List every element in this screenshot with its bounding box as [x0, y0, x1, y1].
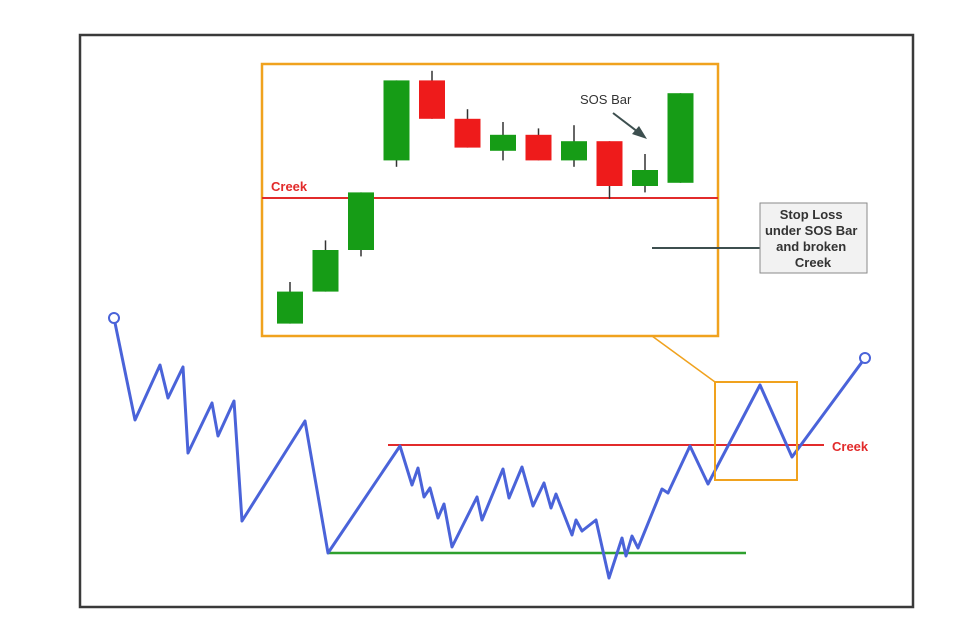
bullish-candle: [383, 80, 410, 161]
sos-arrow-head: [632, 126, 647, 139]
zoom-region-box: [714, 381, 798, 481]
bullish-candle: [561, 141, 587, 161]
end-point-marker: [859, 352, 871, 364]
stop-loss-line-1: Stop Loss: [780, 207, 843, 222]
bullish-candle: [632, 170, 658, 186]
bearish-candle: [454, 118, 481, 148]
price-path: [112, 317, 867, 580]
bullish-candle: [312, 250, 339, 292]
bearish-candle: [596, 141, 623, 186]
inset-box: [260, 62, 720, 338]
bullish-candle: [348, 192, 374, 250]
stop-loss-line-3: and broken: [776, 239, 846, 254]
candlestick-group: [277, 70, 694, 324]
bullish-candle: [667, 93, 694, 183]
bearish-candle: [525, 134, 552, 161]
zoom-connector-line: [651, 335, 716, 383]
stop-loss-line-4: Creek: [795, 255, 832, 270]
stop-loss-text: Stop Loss under SOS Bar and broken Creek: [765, 207, 861, 270]
stop-loss-callout: [759, 202, 868, 274]
sos-bar-label: SOS Bar: [580, 92, 632, 107]
bullish-candle: [277, 291, 303, 324]
start-point-marker: [108, 312, 120, 324]
stop-loss-line-2: under SOS Bar: [765, 223, 857, 238]
bullish-candle: [490, 134, 516, 151]
bearish-candle: [419, 80, 445, 119]
sos-arrow-shaft: [612, 112, 639, 133]
creek-label-main: Creek: [832, 439, 869, 454]
creek-label-inset: Creek: [271, 179, 308, 194]
